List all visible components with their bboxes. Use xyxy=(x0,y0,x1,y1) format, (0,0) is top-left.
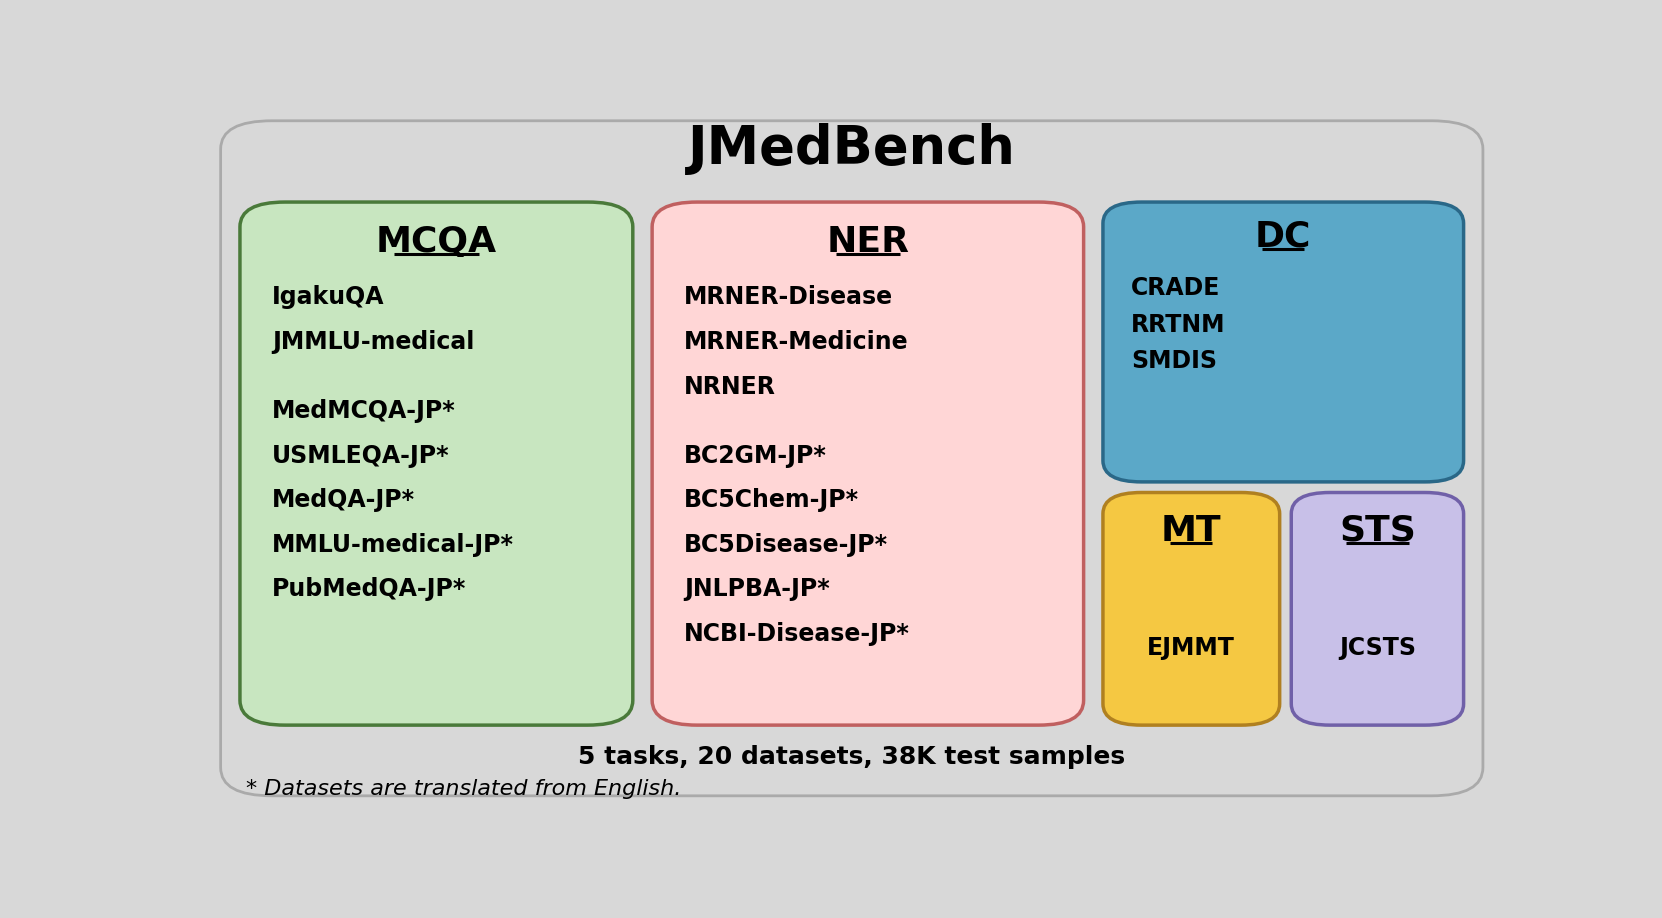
FancyBboxPatch shape xyxy=(652,202,1084,725)
Text: USMLEQA-JP*: USMLEQA-JP* xyxy=(273,443,450,467)
Text: EJMMT: EJMMT xyxy=(1147,636,1235,660)
FancyBboxPatch shape xyxy=(1291,492,1464,725)
Text: JNLPBA-JP*: JNLPBA-JP* xyxy=(685,577,829,601)
Text: 5 tasks, 20 datasets, 38K test samples: 5 tasks, 20 datasets, 38K test samples xyxy=(578,744,1125,769)
FancyBboxPatch shape xyxy=(239,202,633,725)
Text: MT: MT xyxy=(1162,514,1222,548)
FancyBboxPatch shape xyxy=(1104,492,1280,725)
Text: JMMLU-medical: JMMLU-medical xyxy=(273,330,475,354)
Text: MMLU-medical-JP*: MMLU-medical-JP* xyxy=(273,532,514,556)
Text: NRNER: NRNER xyxy=(685,375,776,398)
Text: JMedBench: JMedBench xyxy=(688,123,1015,175)
Text: PubMedQA-JP*: PubMedQA-JP* xyxy=(273,577,467,601)
Text: NER: NER xyxy=(826,225,909,259)
FancyBboxPatch shape xyxy=(221,121,1483,796)
Text: IgakuQA: IgakuQA xyxy=(273,285,384,309)
Text: * Datasets are translated from English.: * Datasets are translated from English. xyxy=(246,778,681,799)
Text: RRTNM: RRTNM xyxy=(1132,313,1227,337)
Text: MRNER-Medicine: MRNER-Medicine xyxy=(685,330,909,354)
Text: JCSTS: JCSTS xyxy=(1340,636,1416,660)
Text: MedQA-JP*: MedQA-JP* xyxy=(273,488,416,512)
FancyBboxPatch shape xyxy=(1104,202,1464,482)
Text: DC: DC xyxy=(1255,219,1311,253)
Text: MRNER-Disease: MRNER-Disease xyxy=(685,285,894,309)
Text: MedMCQA-JP*: MedMCQA-JP* xyxy=(273,399,455,423)
Text: BC5Disease-JP*: BC5Disease-JP* xyxy=(685,532,889,556)
Text: MCQA: MCQA xyxy=(376,225,497,259)
Text: BC2GM-JP*: BC2GM-JP* xyxy=(685,443,828,467)
Text: CRADE: CRADE xyxy=(1132,276,1220,300)
Text: NCBI-Disease-JP*: NCBI-Disease-JP* xyxy=(685,621,911,645)
Text: SMDIS: SMDIS xyxy=(1132,350,1217,374)
Text: STS: STS xyxy=(1340,514,1416,548)
Text: BC5Chem-JP*: BC5Chem-JP* xyxy=(685,488,859,512)
